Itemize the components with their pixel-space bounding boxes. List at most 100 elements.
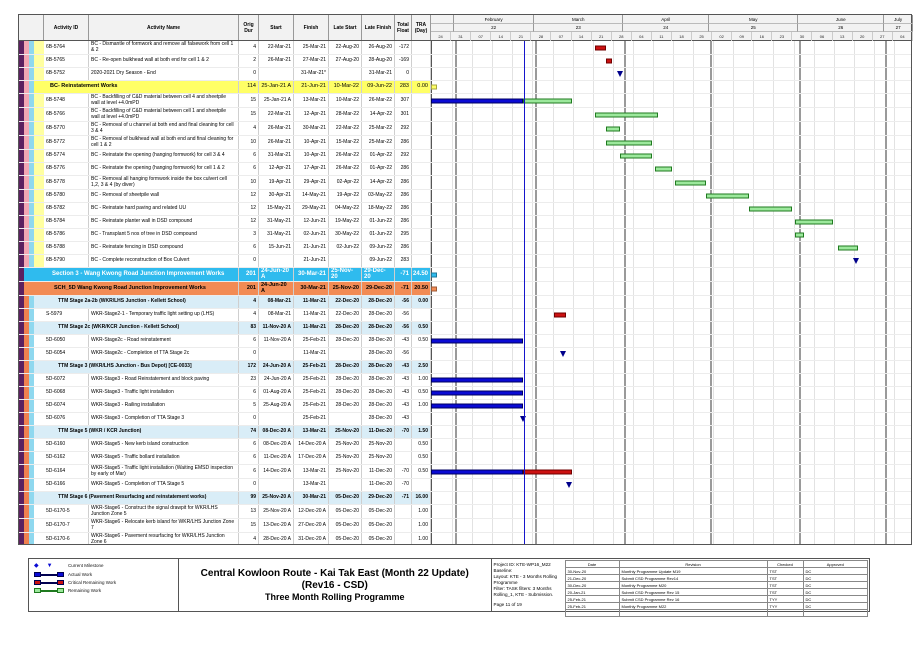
cell-late-finish: 11-Dec-20 [362, 465, 395, 478]
gantt-row-canvas [431, 242, 911, 254]
cell-activity-name: BC - Complete reconstruction of Box Culv… [89, 255, 239, 267]
cell-total-float: -43 [395, 374, 412, 386]
legend-label: Current Milestone [68, 563, 104, 568]
gutter-stripe [24, 81, 29, 93]
week-gridline [592, 41, 594, 544]
week-gridline [893, 41, 895, 544]
cell-finish: 30-Mar-21 [294, 282, 329, 295]
task-row: 6B-5788 BC - Reinstate fencing in DSD com… [19, 242, 911, 255]
cell-finish: 30-Mar-21 [294, 122, 329, 135]
gantt-row-canvas [431, 452, 911, 464]
gutter-stripe [24, 519, 29, 532]
cell-finish: 12-Dec-20 A [294, 505, 329, 518]
remaining-bar [674, 180, 707, 185]
gutter-stripe [24, 176, 29, 189]
swatch-part [41, 581, 57, 584]
cell-finish: 25-Mar-21 [294, 41, 329, 54]
cell-orig-dur: 0 [239, 255, 259, 267]
revision-column-header: Date [564, 560, 620, 568]
cell-activity-name: WKR-Stage5 - Traffic bollard installatio… [89, 452, 239, 464]
swatch-part [34, 572, 41, 577]
milestone-icon [559, 351, 566, 357]
cell-activity-name: BC - Dismantle of formwork and remove al… [89, 41, 239, 54]
revision-cell: 20-Jan-21 [564, 588, 620, 596]
month-number: 23 [534, 24, 624, 32]
week-label: 04 [893, 32, 913, 41]
row-gutter [19, 361, 44, 373]
week-label: 02 [712, 32, 733, 41]
cell-activity-id: 6B-5786 [44, 229, 89, 241]
row-gutter [19, 94, 44, 107]
cell-late-start [329, 255, 362, 267]
cell-activity-id: 5D-6074 [44, 400, 89, 412]
cell-total-float: -172 [395, 41, 412, 54]
gantt-row-canvas [431, 309, 911, 321]
revision-column-header: Approved [802, 560, 868, 568]
cell-late-start: 22-Aug-20 [329, 41, 362, 54]
revision-cell: DC [802, 588, 868, 596]
remaining-bar [795, 219, 833, 225]
cell-late-start: 05-Dec-20 [329, 519, 362, 532]
task-row: 5D-6054 WKR-Stage2c - Completion of TTA S… [19, 348, 911, 361]
gantt-row-canvas [431, 203, 911, 215]
cell-activity-name: WKR-Stage3 - Traffic light installation [89, 387, 239, 399]
gutter-stripe [34, 150, 44, 162]
cell-tra: 1.00 [412, 505, 431, 518]
cell-orig-dur: 83 [239, 322, 259, 334]
revision-cell: Monthly Programme M22 [618, 602, 768, 610]
month-gridline [454, 41, 457, 544]
week-gridline [532, 41, 534, 544]
week-gridline [773, 41, 775, 544]
cell-orig-dur: 4 [239, 122, 259, 135]
gantt-row-canvas [431, 400, 911, 412]
gutter-stripe [24, 479, 29, 491]
cell-late-start: 22-Dec-20 [329, 309, 362, 321]
revision-cell [802, 609, 868, 617]
remaining-bar-swatch [34, 588, 64, 593]
cell-tra [412, 94, 431, 107]
week-gridline [612, 41, 614, 544]
cell-finish: 11-Mar-21 [294, 309, 329, 321]
gutter-stripe [34, 55, 44, 67]
gutter-stripe [34, 439, 44, 451]
cell-total-float: 286 [395, 203, 412, 215]
cell-finish: 30-Mar-21 [294, 492, 329, 504]
milestone-icon [852, 258, 859, 264]
cell-total-float: -43 [395, 413, 412, 425]
cell-tra: 16.00 [412, 492, 431, 504]
legend-remaining-swatch [34, 588, 68, 593]
gutter-stripe [29, 322, 34, 334]
column-header-Orig Dur: Orig Dur [239, 15, 259, 40]
gutter-stripe [19, 255, 24, 267]
gantt-row-canvas [431, 55, 911, 67]
task-row: 5D-6170-5 WKR-Stage6 - Construct the sign… [19, 505, 911, 519]
cell-orig-dur: 6 [239, 242, 259, 254]
gutter-stripe [19, 361, 24, 373]
row-gutter [19, 136, 44, 149]
column-header-Late Start: Late Start [329, 15, 362, 40]
gantt-row-canvas [431, 190, 911, 202]
gutter-stripe [29, 519, 34, 532]
task-row: 6B-5782 BC - Reinstate hard paving and re… [19, 203, 911, 216]
revision-header-row: Date Revision Checked Approved [564, 560, 868, 568]
cell-activity-id: 5D-6068 [44, 387, 89, 399]
cell-late-finish: 14-Apr-22 [362, 176, 395, 189]
revision-cell: TST [766, 574, 804, 582]
gutter-stripe [24, 108, 29, 121]
gutter-stripe [34, 229, 44, 241]
timeline-months: February March April May June July [431, 15, 913, 24]
cell-late-start: 10-Mar-22 [329, 94, 362, 107]
task-row: 5D-6074 WKR-Stage3 - Railing installation… [19, 400, 911, 413]
cell-total-float: -70 [395, 465, 412, 478]
column-header-Total Float: Total Float [395, 15, 412, 40]
cell-total-float: 292 [395, 150, 412, 162]
cell-total-float: -56 [395, 309, 412, 321]
task-row: 6B-5765 BC - Re-open bulkhead wall at bot… [19, 55, 911, 68]
gutter-stripe [29, 387, 34, 399]
cell-start: 30-Apr-21 [259, 190, 294, 202]
gutter-stripe [24, 255, 29, 267]
row-gutter [19, 41, 44, 54]
cell-tra [412, 122, 431, 135]
cell-late-finish: 01-Jun-22 [362, 216, 395, 228]
gantt-row-canvas [431, 216, 911, 228]
